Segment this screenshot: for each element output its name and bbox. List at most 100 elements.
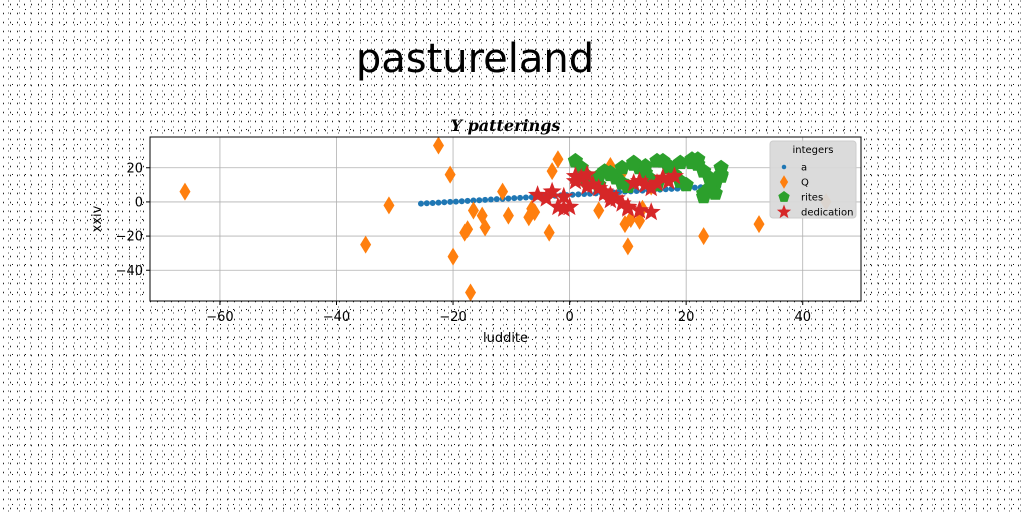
figure-suptitle: pastureland xyxy=(355,36,595,82)
legend-label-rites: rites xyxy=(801,193,823,204)
point-dedication xyxy=(595,183,615,202)
point-Q xyxy=(546,162,558,181)
point-Q xyxy=(462,220,474,239)
point-rites xyxy=(713,168,729,183)
point-a xyxy=(511,195,518,202)
point-dedication xyxy=(659,171,679,190)
point-a xyxy=(447,198,454,205)
point-Q xyxy=(360,235,372,254)
point-Q xyxy=(479,218,491,237)
point-Q xyxy=(383,196,395,215)
point-rites xyxy=(602,164,618,180)
point-dedication xyxy=(624,173,644,192)
point-dedication xyxy=(554,198,574,217)
point-Q xyxy=(497,182,509,201)
point-dedication xyxy=(542,181,562,200)
point-dedication xyxy=(641,178,661,197)
point-dedication xyxy=(565,171,585,190)
point-a xyxy=(423,200,430,207)
point-dedication xyxy=(618,197,638,216)
point-dedication xyxy=(612,193,632,212)
point-Q xyxy=(593,201,605,220)
point-rites xyxy=(684,154,700,170)
point-Q xyxy=(502,206,514,225)
point-a xyxy=(476,197,483,204)
x-tick-label: −40 xyxy=(323,310,350,325)
x-tick-label: 20 xyxy=(678,310,695,325)
legend-label-dedication: dedication xyxy=(801,208,853,219)
point-a xyxy=(575,191,582,198)
point-a xyxy=(505,195,512,202)
point-rites xyxy=(649,152,665,168)
point-dedication xyxy=(554,186,574,205)
point-Q xyxy=(444,165,456,184)
x-tick-label: 0 xyxy=(565,310,573,325)
point-a xyxy=(487,196,494,203)
y-axis-label: xxiv xyxy=(90,205,105,232)
point-Q xyxy=(753,215,765,234)
point-Q xyxy=(179,182,191,201)
point-Q xyxy=(552,150,564,169)
point-Q xyxy=(432,136,444,155)
series-Q xyxy=(179,136,832,302)
point-dedication xyxy=(653,168,673,187)
point-rites xyxy=(614,159,630,175)
point-a xyxy=(482,196,489,203)
point-a xyxy=(522,194,529,201)
x-tick-label: −60 xyxy=(206,310,233,325)
legend-title: integers xyxy=(792,145,833,156)
legend-label-a: a xyxy=(801,163,807,174)
point-dedication xyxy=(577,164,597,183)
x-axis-label: luddite xyxy=(483,331,528,346)
point-a xyxy=(464,197,471,204)
point-Q xyxy=(447,247,459,266)
plot-frame xyxy=(149,136,862,302)
point-dedication xyxy=(589,178,609,197)
point-rites xyxy=(707,185,723,200)
point-rites xyxy=(637,158,653,173)
point-dedication xyxy=(635,174,655,193)
point-dedication xyxy=(600,190,620,209)
point-Q xyxy=(698,227,710,246)
y-tick-label: 0 xyxy=(135,195,143,210)
point-a xyxy=(493,196,500,203)
point-dedication xyxy=(665,166,684,185)
y-tick-label: −20 xyxy=(116,230,143,245)
point-rites xyxy=(672,154,688,170)
point-rites xyxy=(678,176,694,192)
x-tick-label: 40 xyxy=(794,310,811,325)
point-a xyxy=(691,184,698,191)
point-dedication xyxy=(536,188,556,207)
point-rites xyxy=(626,154,642,170)
point-dedication xyxy=(641,202,661,221)
chart-title: Y patterings xyxy=(451,116,561,135)
point-rites xyxy=(696,185,712,200)
point-Q xyxy=(622,237,634,256)
point-Q xyxy=(465,283,477,302)
ticks: −60 −40 −20 0 20 40 −40 −20 0 20 xyxy=(116,161,811,325)
legend-marker-dedication xyxy=(776,204,792,219)
y-tick-label: 20 xyxy=(126,161,143,176)
point-Q xyxy=(467,201,479,220)
point-dedication xyxy=(647,173,667,192)
point-dedication xyxy=(528,185,548,204)
point-dedication xyxy=(560,197,580,216)
point-a xyxy=(441,199,448,206)
point-a xyxy=(517,194,524,201)
legend-marker-Q xyxy=(779,175,789,189)
point-a xyxy=(429,199,436,206)
point-dedication xyxy=(630,200,650,219)
point-a xyxy=(569,191,576,198)
plot-marks xyxy=(179,136,832,302)
point-Q xyxy=(543,223,555,242)
point-Q xyxy=(526,199,538,218)
point-a xyxy=(435,199,442,206)
legend-marker-a xyxy=(781,164,787,170)
point-a xyxy=(470,197,477,204)
point-dedication xyxy=(571,168,591,187)
series-dedication xyxy=(528,164,684,221)
x-tick-label: −20 xyxy=(439,310,466,325)
legend-box xyxy=(769,140,857,219)
